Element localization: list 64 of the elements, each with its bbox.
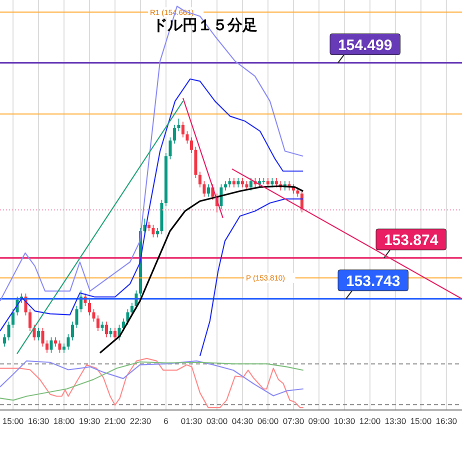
candlestick — [274, 178, 278, 188]
candlestick — [7, 321, 10, 341]
ref-line-label: 154.499 — [338, 36, 392, 54]
candlestick — [172, 124, 176, 144]
x-tick-label: 06:00 — [257, 416, 279, 426]
candlestick — [190, 137, 193, 154]
x-tick-label: 6 — [164, 416, 169, 426]
x-tick-label: 13:30 — [384, 416, 406, 426]
candlestick — [75, 306, 78, 328]
candlestick — [147, 221, 150, 232]
x-tick-label: 07:30 — [282, 416, 304, 426]
candlestick — [152, 224, 155, 238]
candlestick — [71, 321, 74, 341]
candlestick — [100, 321, 104, 332]
candlestick — [156, 228, 159, 238]
candlestick — [96, 315, 100, 332]
candlestick — [92, 308, 96, 322]
candlestick — [54, 336, 58, 348]
x-tick-label: 04:30 — [232, 416, 254, 426]
candlestick — [113, 327, 116, 341]
candlestick — [224, 180, 227, 191]
candlestick — [181, 121, 184, 138]
candlestick — [46, 340, 49, 354]
candlestick — [62, 343, 66, 354]
candlestick — [28, 308, 32, 332]
candlestick — [249, 178, 252, 191]
x-tick-label: 15:00 — [410, 416, 432, 426]
x-tick-label: 10:30 — [334, 416, 356, 426]
x-tick-label: 01:30 — [180, 416, 202, 426]
candlestick — [58, 340, 62, 354]
candlestick — [3, 334, 6, 348]
text: ドル円１５分足 — [152, 16, 258, 35]
candlestick — [130, 302, 134, 316]
candlestick — [186, 130, 189, 144]
candlestick — [232, 178, 236, 188]
candlestick — [177, 118, 180, 132]
x-tick-label: 16:30 — [436, 416, 458, 426]
x-tick-label: 22:30 — [130, 416, 152, 426]
candlestick — [88, 299, 91, 316]
candlestick — [202, 180, 206, 198]
candlestick — [41, 327, 44, 348]
ref-line-label: 153.874 — [384, 232, 439, 249]
x-tick-label: 16:30 — [28, 416, 50, 426]
x-tick-label: 21:00 — [104, 416, 126, 426]
candlestick — [104, 321, 108, 338]
x-tick-label: 19:30 — [78, 416, 100, 426]
candlestick — [236, 178, 240, 188]
candlestick — [240, 178, 244, 188]
candlestick — [228, 178, 232, 188]
candlestick — [168, 137, 172, 160]
candlestick — [66, 334, 70, 350]
x-tick-label: 03:00 — [206, 416, 228, 426]
x-tick-label: 18:00 — [53, 416, 75, 426]
x-tick-label: 12:00 — [359, 416, 381, 426]
candlestick — [12, 308, 15, 328]
candlestick — [109, 327, 112, 338]
candlestick — [206, 184, 210, 198]
candlestick — [32, 324, 36, 341]
candlestick — [50, 336, 53, 354]
candlestick — [37, 327, 40, 341]
x-tick-label: 15:00 — [2, 416, 24, 426]
candlestick — [198, 171, 202, 188]
ref-line-label: 153.743 — [346, 272, 400, 290]
x-tick-label: 09:00 — [308, 416, 330, 426]
